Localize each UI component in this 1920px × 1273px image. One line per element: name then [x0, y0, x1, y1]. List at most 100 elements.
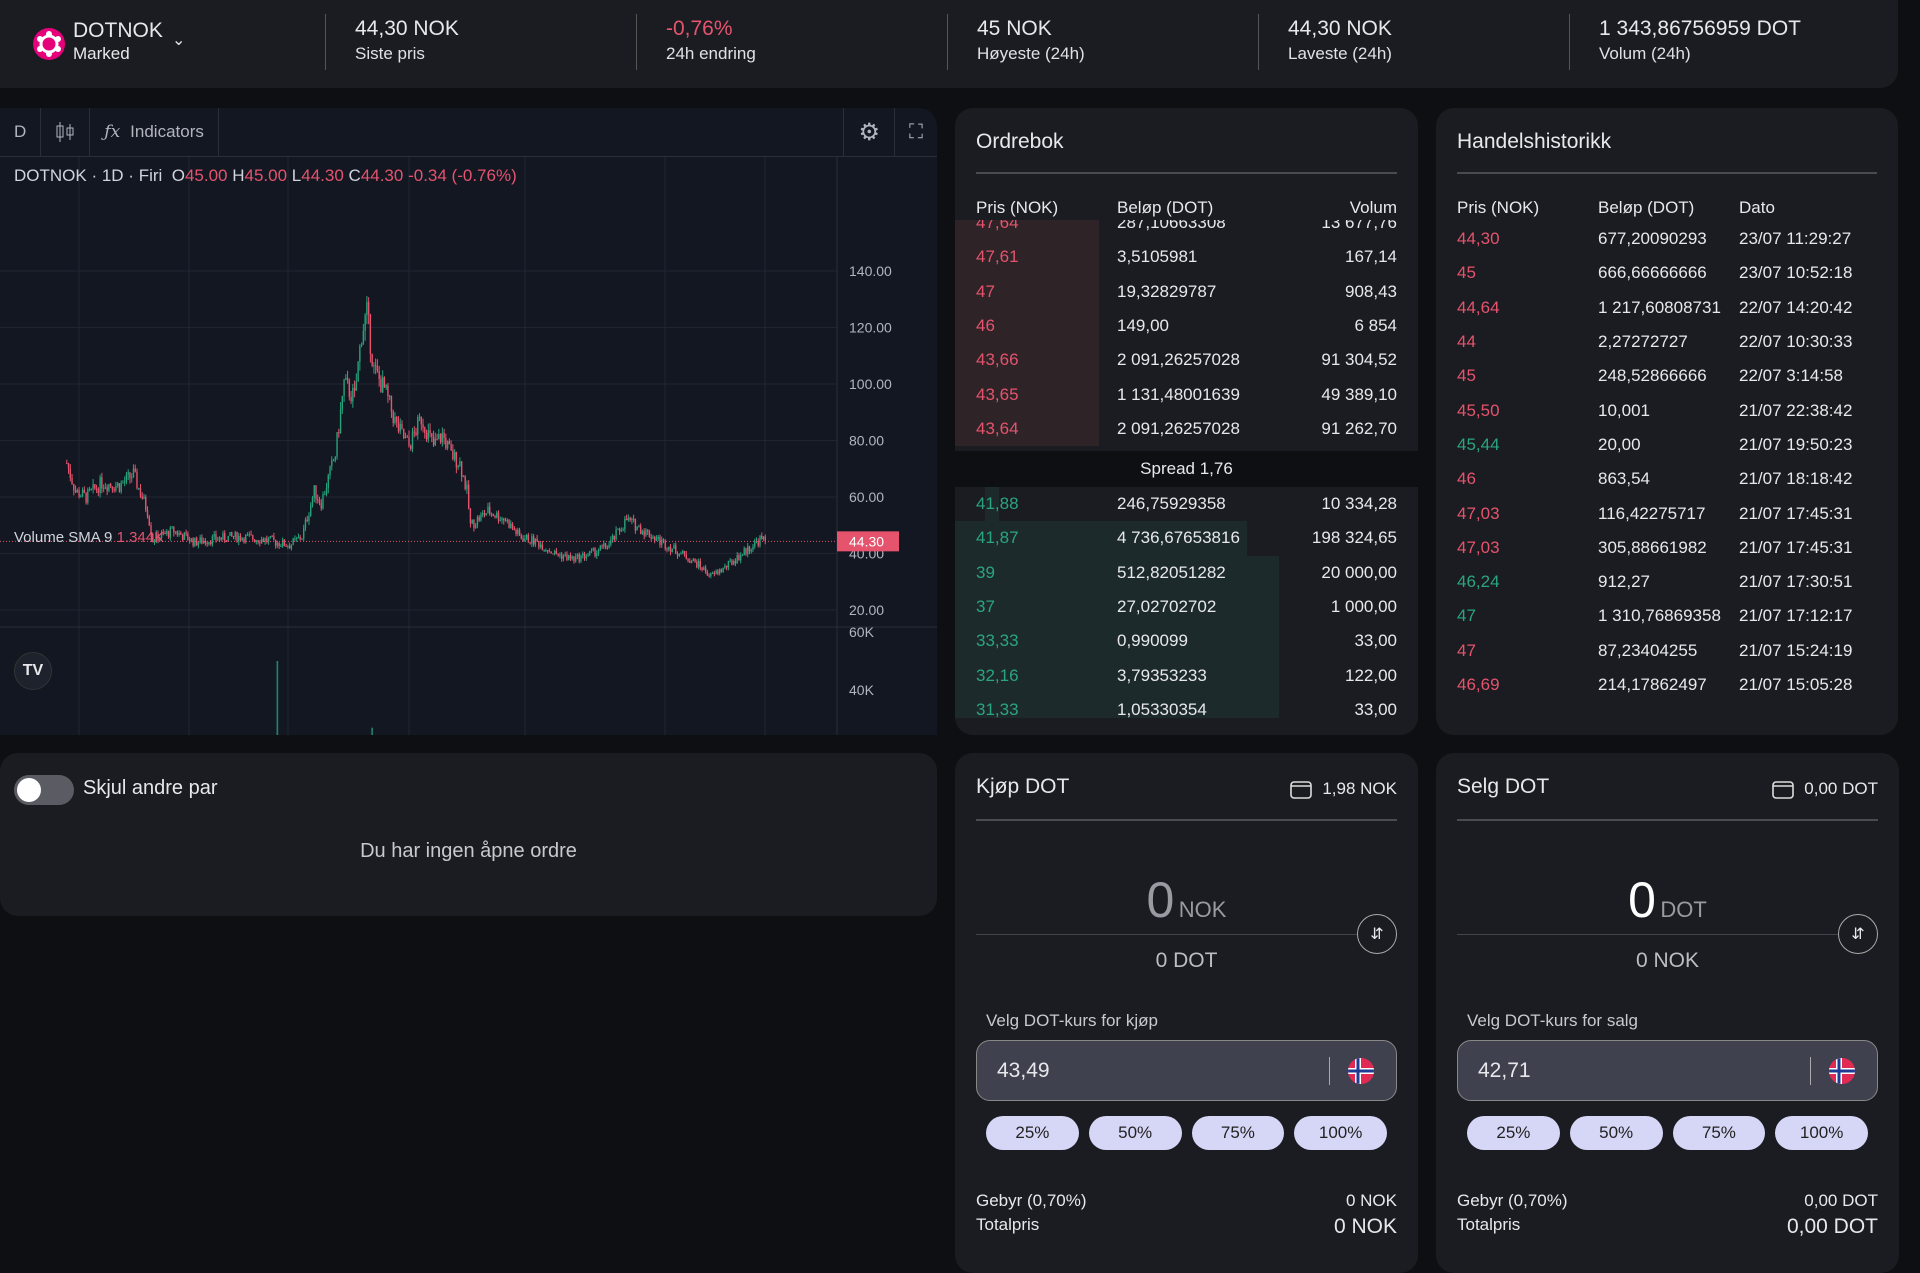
candle-body — [566, 554, 568, 560]
candle-body — [315, 485, 317, 500]
candle-body — [536, 538, 538, 542]
candle-body — [101, 477, 103, 489]
divider — [1258, 14, 1259, 70]
ask-row[interactable]: 47,61 3,5105981 167,14 — [955, 240, 1418, 275]
percent-button[interactable]: 100% — [1294, 1116, 1387, 1150]
candle-body — [81, 489, 84, 497]
candle-body — [222, 533, 224, 540]
column-header: Beløp (DOT) — [1598, 198, 1695, 217]
amount: 149,00 — [1117, 316, 1169, 336]
price: 43,66 — [976, 350, 1019, 370]
percent-buttons: 25% 50% 75% 100% — [986, 1116, 1387, 1150]
column-header: Pris (NOK) — [1457, 198, 1540, 217]
amount: 3,79353233 — [1117, 665, 1207, 685]
candle-body — [703, 567, 705, 570]
amount-input[interactable]: 0 DOT — [1436, 871, 1899, 929]
candle-body — [639, 525, 642, 534]
candle-body — [313, 485, 315, 498]
bid-row[interactable]: 33,33 0,990099 33,00 — [955, 624, 1418, 659]
candle-body — [510, 523, 512, 528]
trade-row: 46,24 912,27 21/07 17:30:51 — [1436, 565, 1898, 599]
percent-button[interactable]: 50% — [1088, 1116, 1182, 1150]
rate-input[interactable]: 42,71 — [1457, 1040, 1878, 1101]
percent-button[interactable]: 100% — [1775, 1116, 1868, 1150]
tradingview-logo[interactable]: TV — [14, 652, 52, 690]
ask-row[interactable]: 43,64 2 091,26257028 91 262,70 — [955, 411, 1418, 447]
price: 47 — [976, 281, 995, 301]
percent-button[interactable]: 75% — [1672, 1116, 1766, 1150]
candle-body — [480, 514, 482, 521]
candle-body — [204, 541, 207, 544]
candle-body — [473, 520, 475, 528]
ask-row[interactable]: 46 149,00 6 854 — [955, 308, 1418, 344]
candle-body — [671, 548, 673, 553]
fullscreen-button[interactable]: ⛶ — [895, 108, 937, 157]
date: 22/07 10:30:33 — [1739, 332, 1853, 352]
panel-title: Handelshistorikk — [1457, 130, 1612, 153]
ask-row[interactable]: 43,66 2 091,26257028 91 304,52 — [955, 343, 1418, 378]
candle-body — [625, 518, 628, 521]
swap-currency-button[interactable]: ⇵ — [1357, 914, 1397, 954]
candle-body — [543, 550, 545, 552]
hide-other-pairs-toggle[interactable] — [14, 775, 74, 805]
candle-body — [120, 482, 122, 492]
bid-row[interactable]: 41,88 246,75929358 10 334,28 — [955, 487, 1418, 522]
bid-row[interactable]: 37 27,02702702 1 000,00 — [955, 589, 1418, 625]
ask-row[interactable]: 47 19,32829787 908,43 — [955, 274, 1418, 309]
empty-orders-message: Du har ingen åpne ordre — [360, 840, 577, 862]
fee-label: Gebyr (0,70%) — [1457, 1191, 1568, 1210]
interval-button[interactable]: D — [0, 108, 42, 157]
candle-body — [631, 518, 633, 521]
candle-type-button[interactable] — [41, 108, 91, 157]
chevron-down-icon[interactable]: ⌄ — [172, 32, 186, 49]
candle-body — [327, 475, 329, 488]
settings-button[interactable]: ⚙ — [843, 108, 895, 157]
buy-panel: Kjøp DOT 1,98 NOK 0 NOK ⇵ 0 DOT Velg DOT… — [955, 753, 1418, 1273]
price-chart[interactable]: D ƒx Indicators ⚙ ⛶ 140.00 120.00 100.00 80.… — [0, 108, 937, 735]
chart-canvas[interactable]: 140.00120.00100.0080.0060.0040.0020.0060… — [0, 157, 937, 735]
percent-button[interactable]: 25% — [1467, 1116, 1560, 1150]
candle-body — [169, 527, 172, 538]
candle-body — [662, 539, 665, 541]
stat-value: 1 343,86756959 DOT — [1599, 17, 1801, 40]
bid-row[interactable]: 41,87 4 736,67653816 198 324,65 — [955, 521, 1418, 556]
sell-panel: Selg DOT 0,00 DOT 0 DOT ⇵ 0 NOK Velg DOT… — [1436, 753, 1899, 1273]
candle-body — [725, 565, 728, 568]
price: 33,33 — [976, 631, 1019, 651]
candle-body — [650, 537, 652, 539]
divider — [1569, 14, 1570, 70]
price-tick-label: 100.00 — [849, 376, 892, 392]
candle-body — [632, 518, 635, 520]
candle-body — [78, 489, 80, 497]
depth-bar — [955, 692, 1280, 718]
percent-button[interactable]: 75% — [1191, 1116, 1285, 1150]
rate-input[interactable]: 43,49 — [976, 1040, 1397, 1101]
candle-body — [415, 432, 417, 435]
ask-row[interactable]: 43,65 1 131,48001639 49 389,10 — [955, 377, 1418, 412]
price: 47,61 — [976, 247, 1019, 267]
amount-input[interactable]: 0 NOK — [955, 871, 1418, 929]
candle-body — [592, 548, 594, 551]
price: 44,64 — [1457, 297, 1500, 317]
open-orders-panel: Skjul andre par Du har ingen åpne ordre — [0, 753, 937, 916]
trade-row: 45 666,66666666 23/07 10:52:18 — [1436, 256, 1898, 290]
percent-button[interactable]: 25% — [986, 1116, 1079, 1150]
candle-body — [752, 546, 754, 550]
volume: 33,00 — [1354, 699, 1397, 718]
candle-body — [643, 530, 645, 536]
bid-row[interactable]: 32,16 3,79353233 122,00 — [955, 658, 1418, 693]
price: 46,69 — [1457, 675, 1500, 694]
ask-row[interactable]: 47,64 287,10663308 13 677,76 — [955, 220, 1418, 241]
trade-row: 44 2,27272727 22/07 10:30:33 — [1436, 325, 1898, 359]
stat-value: 44,30 NOK — [1288, 17, 1392, 40]
bid-row[interactable]: 39 512,82051282 20 000,00 — [955, 555, 1418, 590]
swap-currency-button[interactable]: ⇵ — [1838, 914, 1878, 954]
indicators-button[interactable]: ƒx Indicators — [90, 108, 219, 157]
bid-row[interactable]: 31,33 1,05330354 33,00 — [955, 692, 1418, 718]
fee-value: 0 NOK — [1345, 1191, 1397, 1210]
candle-body — [295, 537, 298, 539]
candle-body — [478, 517, 480, 521]
market-selector[interactable]: DOTNOK Marked ⌄ — [30, 18, 200, 70]
candle-body — [452, 450, 454, 460]
percent-button[interactable]: 50% — [1569, 1116, 1663, 1150]
